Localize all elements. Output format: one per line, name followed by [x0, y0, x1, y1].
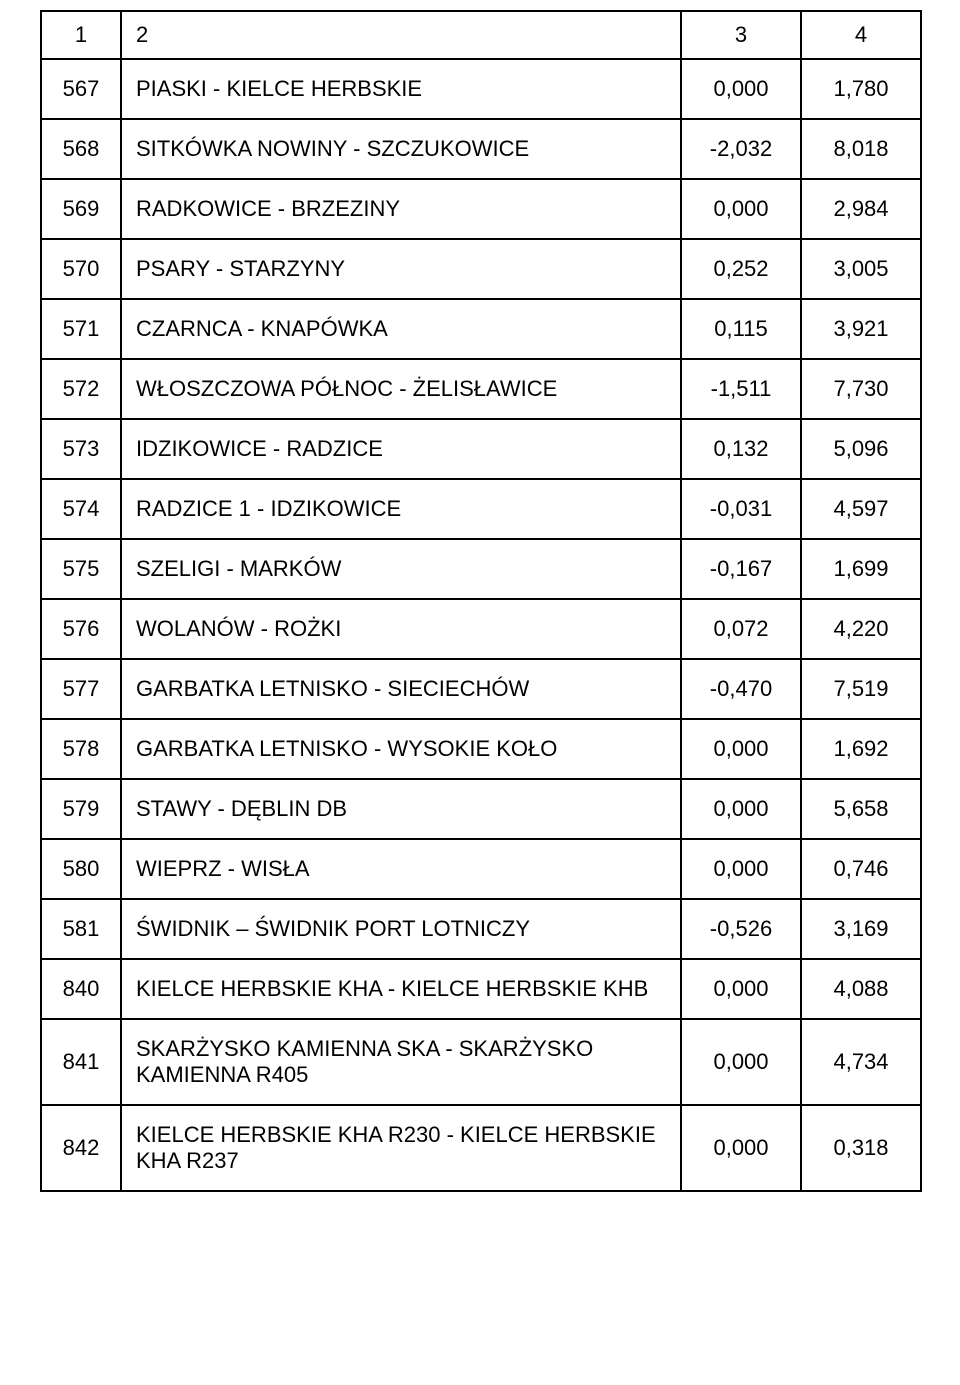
cell-value-2: 3,921 [801, 299, 921, 359]
cell-name: RADZICE 1 - IDZIKOWICE [121, 479, 681, 539]
cell-number: 577 [41, 659, 121, 719]
table-row: 577GARBATKA LETNISKO - SIECIECHÓW-0,4707… [41, 659, 921, 719]
cell-name: SITKÓWKA NOWINY - SZCZUKOWICE [121, 119, 681, 179]
cell-number: 567 [41, 59, 121, 119]
table-row: 580WIEPRZ - WISŁA0,0000,746 [41, 839, 921, 899]
cell-value-2: 4,220 [801, 599, 921, 659]
cell-value-2: 1,692 [801, 719, 921, 779]
cell-name: GARBATKA LETNISKO - WYSOKIE KOŁO [121, 719, 681, 779]
cell-value-2: 1,780 [801, 59, 921, 119]
cell-value-1: 0,000 [681, 779, 801, 839]
table-body: 567PIASKI - KIELCE HERBSKIE0,0001,780568… [41, 59, 921, 1191]
cell-name: WOLANÓW - ROŻKI [121, 599, 681, 659]
cell-number: 575 [41, 539, 121, 599]
cell-name: GARBATKA LETNISKO - SIECIECHÓW [121, 659, 681, 719]
cell-value-2: 4,088 [801, 959, 921, 1019]
cell-value-1: 0,000 [681, 179, 801, 239]
page: 1 2 3 4 567PIASKI - KIELCE HERBSKIE0,000… [0, 0, 960, 1202]
cell-number: 579 [41, 779, 121, 839]
cell-value-2: 2,984 [801, 179, 921, 239]
cell-value-1: -0,167 [681, 539, 801, 599]
table-row: 568SITKÓWKA NOWINY - SZCZUKOWICE-2,0328,… [41, 119, 921, 179]
cell-value-2: 3,169 [801, 899, 921, 959]
cell-value-2: 5,096 [801, 419, 921, 479]
table-row: 569RADKOWICE - BRZEZINY0,0002,984 [41, 179, 921, 239]
cell-value-1: 0,072 [681, 599, 801, 659]
table-row: 573IDZIKOWICE - RADZICE0,1325,096 [41, 419, 921, 479]
table-row: 571CZARNCA - KNAPÓWKA0,1153,921 [41, 299, 921, 359]
table-row: 842KIELCE HERBSKIE KHA R230 - KIELCE HER… [41, 1105, 921, 1191]
cell-number: 576 [41, 599, 121, 659]
table-row: 578GARBATKA LETNISKO - WYSOKIE KOŁO0,000… [41, 719, 921, 779]
cell-number: 581 [41, 899, 121, 959]
cell-value-1: 0,000 [681, 1105, 801, 1191]
cell-name: KIELCE HERBSKIE KHA - KIELCE HERBSKIE KH… [121, 959, 681, 1019]
cell-value-2: 1,699 [801, 539, 921, 599]
table-row: 574RADZICE 1 - IDZIKOWICE-0,0314,597 [41, 479, 921, 539]
cell-number: 841 [41, 1019, 121, 1105]
cell-value-2: 4,734 [801, 1019, 921, 1105]
data-table: 1 2 3 4 567PIASKI - KIELCE HERBSKIE0,000… [40, 10, 922, 1192]
cell-name: IDZIKOWICE - RADZICE [121, 419, 681, 479]
table-row: 581ŚWIDNIK – ŚWIDNIK PORT LOTNICZY-0,526… [41, 899, 921, 959]
table-row: 579STAWY - DĘBLIN DB0,0005,658 [41, 779, 921, 839]
cell-value-2: 0,746 [801, 839, 921, 899]
cell-value-1: 0,252 [681, 239, 801, 299]
cell-name: PIASKI - KIELCE HERBSKIE [121, 59, 681, 119]
cell-value-1: -2,032 [681, 119, 801, 179]
cell-value-1: 0,115 [681, 299, 801, 359]
table-row: 570PSARY - STARZYNY0,2523,005 [41, 239, 921, 299]
cell-number: 574 [41, 479, 121, 539]
table-row: 841SKARŻYSKO KAMIENNA SKA - SKARŻYSKO KA… [41, 1019, 921, 1105]
cell-number: 840 [41, 959, 121, 1019]
cell-value-2: 7,519 [801, 659, 921, 719]
header-col-1: 1 [41, 11, 121, 59]
table-row: 840KIELCE HERBSKIE KHA - KIELCE HERBSKIE… [41, 959, 921, 1019]
cell-value-1: -0,526 [681, 899, 801, 959]
cell-value-1: 0,000 [681, 1019, 801, 1105]
table-row: 576WOLANÓW - ROŻKI0,0724,220 [41, 599, 921, 659]
cell-name: ŚWIDNIK – ŚWIDNIK PORT LOTNICZY [121, 899, 681, 959]
cell-number: 573 [41, 419, 121, 479]
cell-number: 580 [41, 839, 121, 899]
table-row: 572WŁOSZCZOWA PÓŁNOC - ŻELISŁAWICE-1,511… [41, 359, 921, 419]
cell-name: STAWY - DĘBLIN DB [121, 779, 681, 839]
cell-number: 571 [41, 299, 121, 359]
cell-name: PSARY - STARZYNY [121, 239, 681, 299]
cell-value-1: 0,000 [681, 59, 801, 119]
cell-name: WIEPRZ - WISŁA [121, 839, 681, 899]
cell-value-2: 0,318 [801, 1105, 921, 1191]
cell-value-2: 3,005 [801, 239, 921, 299]
cell-number: 568 [41, 119, 121, 179]
cell-number: 572 [41, 359, 121, 419]
cell-number: 842 [41, 1105, 121, 1191]
header-col-3: 3 [681, 11, 801, 59]
cell-value-1: -1,511 [681, 359, 801, 419]
cell-name: SZELIGI - MARKÓW [121, 539, 681, 599]
cell-value-1: 0,000 [681, 959, 801, 1019]
cell-number: 569 [41, 179, 121, 239]
cell-value-2: 4,597 [801, 479, 921, 539]
cell-value-1: 0,132 [681, 419, 801, 479]
cell-value-1: 0,000 [681, 839, 801, 899]
cell-value-2: 5,658 [801, 779, 921, 839]
cell-value-1: -0,031 [681, 479, 801, 539]
cell-value-2: 7,730 [801, 359, 921, 419]
cell-name: WŁOSZCZOWA PÓŁNOC - ŻELISŁAWICE [121, 359, 681, 419]
header-col-2: 2 [121, 11, 681, 59]
table-header-row: 1 2 3 4 [41, 11, 921, 59]
table-row: 567PIASKI - KIELCE HERBSKIE0,0001,780 [41, 59, 921, 119]
cell-value-1: 0,000 [681, 719, 801, 779]
cell-number: 570 [41, 239, 121, 299]
header-col-4: 4 [801, 11, 921, 59]
table-row: 575SZELIGI - MARKÓW-0,1671,699 [41, 539, 921, 599]
cell-number: 578 [41, 719, 121, 779]
cell-name: CZARNCA - KNAPÓWKA [121, 299, 681, 359]
cell-name: KIELCE HERBSKIE KHA R230 - KIELCE HERBSK… [121, 1105, 681, 1191]
cell-value-2: 8,018 [801, 119, 921, 179]
cell-name: RADKOWICE - BRZEZINY [121, 179, 681, 239]
cell-name: SKARŻYSKO KAMIENNA SKA - SKARŻYSKO KAMIE… [121, 1019, 681, 1105]
cell-value-1: -0,470 [681, 659, 801, 719]
